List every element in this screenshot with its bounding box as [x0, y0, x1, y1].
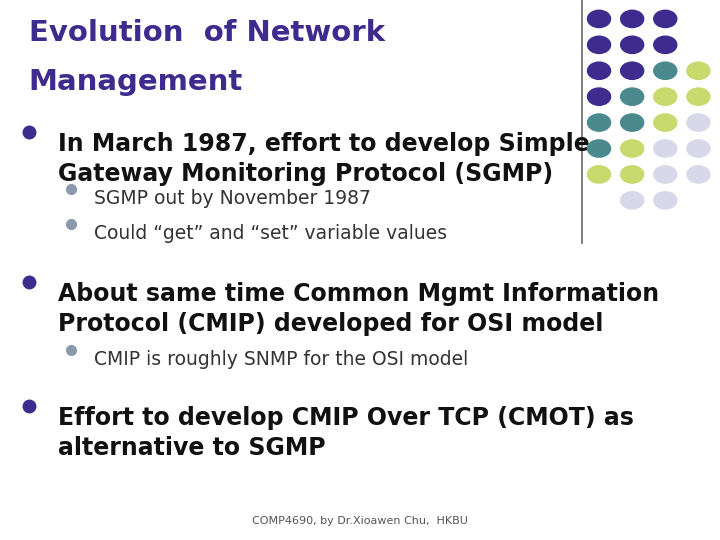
Circle shape [621, 62, 644, 79]
Circle shape [588, 166, 611, 183]
Circle shape [654, 62, 677, 79]
Circle shape [654, 140, 677, 157]
Circle shape [588, 10, 611, 28]
Circle shape [687, 166, 710, 183]
Circle shape [654, 36, 677, 53]
Circle shape [621, 140, 644, 157]
Circle shape [687, 62, 710, 79]
Circle shape [588, 114, 611, 131]
Text: Evolution  of Network: Evolution of Network [29, 19, 385, 47]
Circle shape [588, 140, 611, 157]
Circle shape [687, 88, 710, 105]
Circle shape [588, 62, 611, 79]
Circle shape [621, 36, 644, 53]
Circle shape [654, 166, 677, 183]
Circle shape [654, 114, 677, 131]
Circle shape [588, 36, 611, 53]
Text: About same time Common Mgmt Information
Protocol (CMIP) developed for OSI model: About same time Common Mgmt Information … [58, 282, 659, 335]
Circle shape [621, 114, 644, 131]
Circle shape [654, 192, 677, 209]
Circle shape [621, 166, 644, 183]
Text: Could “get” and “set” variable values: Could “get” and “set” variable values [94, 224, 446, 243]
Text: Effort to develop CMIP Over TCP (CMOT) as
alternative to SGMP: Effort to develop CMIP Over TCP (CMOT) a… [58, 406, 634, 460]
Text: SGMP out by November 1987: SGMP out by November 1987 [94, 189, 371, 208]
Circle shape [687, 140, 710, 157]
Text: CMIP is roughly SNMP for the OSI model: CMIP is roughly SNMP for the OSI model [94, 350, 468, 369]
Text: COMP4690, by Dr.Xioawen Chu,  HKBU: COMP4690, by Dr.Xioawen Chu, HKBU [252, 516, 468, 526]
Circle shape [654, 10, 677, 28]
Text: In March 1987, effort to develop Simple
Gateway Monitoring Protocol (SGMP): In March 1987, effort to develop Simple … [58, 132, 590, 186]
Circle shape [654, 88, 677, 105]
Text: Management: Management [29, 68, 243, 96]
Circle shape [621, 10, 644, 28]
Circle shape [621, 88, 644, 105]
Circle shape [687, 114, 710, 131]
Circle shape [588, 88, 611, 105]
Circle shape [621, 192, 644, 209]
